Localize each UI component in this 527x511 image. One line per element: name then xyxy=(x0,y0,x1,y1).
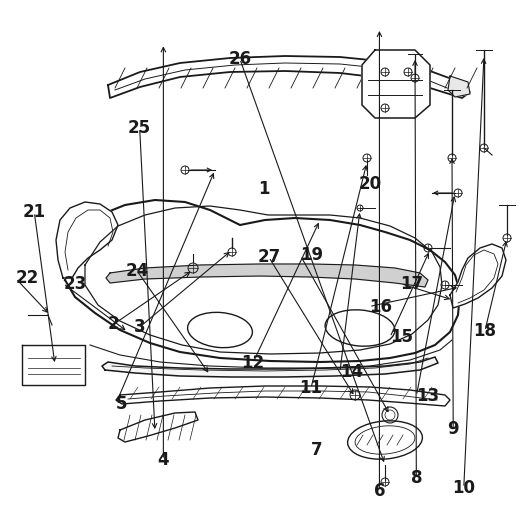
Polygon shape xyxy=(102,357,438,377)
Text: 12: 12 xyxy=(241,354,265,372)
Polygon shape xyxy=(56,202,118,278)
Polygon shape xyxy=(116,386,450,406)
Text: 4: 4 xyxy=(158,451,169,469)
Text: 21: 21 xyxy=(23,203,46,221)
Text: 20: 20 xyxy=(358,175,382,193)
Text: 2: 2 xyxy=(108,315,119,334)
Text: 8: 8 xyxy=(411,469,422,487)
Polygon shape xyxy=(22,345,85,385)
Text: 3: 3 xyxy=(134,318,145,336)
Polygon shape xyxy=(106,264,428,287)
Polygon shape xyxy=(448,76,470,97)
Text: 6: 6 xyxy=(374,481,385,500)
Text: 16: 16 xyxy=(369,297,392,316)
Text: 11: 11 xyxy=(299,379,323,398)
Text: 9: 9 xyxy=(447,420,459,438)
Text: 1: 1 xyxy=(258,180,269,198)
Polygon shape xyxy=(108,56,470,98)
Text: 10: 10 xyxy=(452,479,475,497)
Text: 27: 27 xyxy=(257,248,280,266)
Text: 24: 24 xyxy=(125,262,149,280)
Text: 22: 22 xyxy=(16,269,39,288)
Text: 19: 19 xyxy=(300,246,324,265)
Polygon shape xyxy=(450,244,506,308)
Polygon shape xyxy=(65,200,460,362)
Text: 13: 13 xyxy=(416,387,440,405)
Text: 7: 7 xyxy=(311,440,323,459)
Text: 26: 26 xyxy=(228,50,251,68)
Text: 17: 17 xyxy=(401,274,424,293)
Polygon shape xyxy=(118,412,198,442)
Text: 15: 15 xyxy=(390,328,413,346)
Text: 14: 14 xyxy=(340,363,363,381)
Text: 23: 23 xyxy=(63,274,86,293)
Text: 5: 5 xyxy=(116,394,128,413)
Text: 18: 18 xyxy=(473,322,496,340)
Text: 25: 25 xyxy=(128,119,151,137)
Polygon shape xyxy=(362,50,430,118)
